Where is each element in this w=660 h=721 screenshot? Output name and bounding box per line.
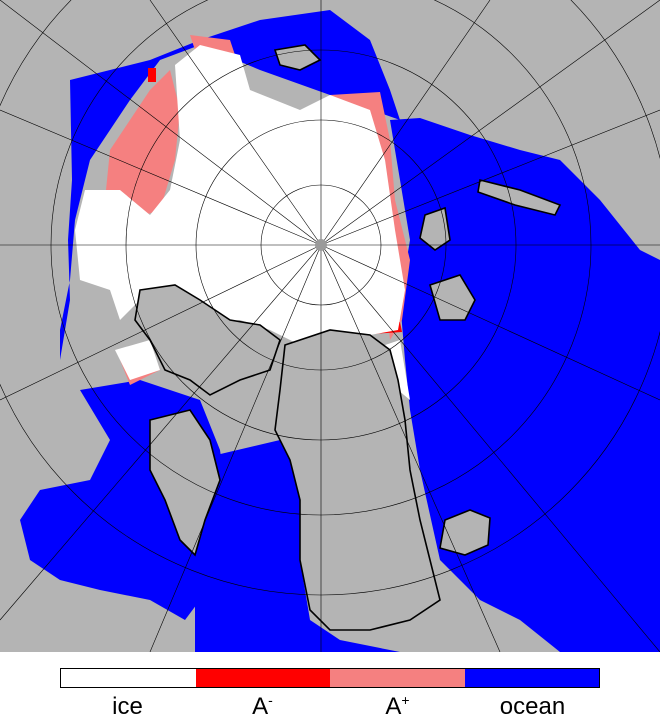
canadian-archipelago <box>134 284 281 396</box>
pole-marker <box>315 239 327 251</box>
legend-label-ice: ice <box>112 693 143 720</box>
baffin-island <box>149 409 221 557</box>
wrangel <box>273 44 322 71</box>
greenland <box>274 329 441 631</box>
legend-label-ocean: ocean <box>499 693 566 720</box>
legend-swatch-ocean <box>464 669 599 687</box>
legend-swatch-a-plus <box>330 669 465 687</box>
novaya-zemlya <box>477 179 562 216</box>
polar-grid <box>0 0 660 652</box>
sea-ice-map <box>0 0 660 652</box>
legend-colorbar <box>60 668 600 688</box>
ocean-south <box>195 440 400 652</box>
franz-josef <box>429 274 476 321</box>
legend-label-a-minus: A- <box>252 692 273 720</box>
a-minus-3 <box>148 68 156 82</box>
ocean-pacific <box>60 10 400 360</box>
a-plus-west <box>105 70 180 220</box>
legend-label-a-plus: A+ <box>385 692 410 720</box>
legend-swatch-a-minus <box>195 669 330 687</box>
legend-swatch-ice <box>61 669 196 687</box>
